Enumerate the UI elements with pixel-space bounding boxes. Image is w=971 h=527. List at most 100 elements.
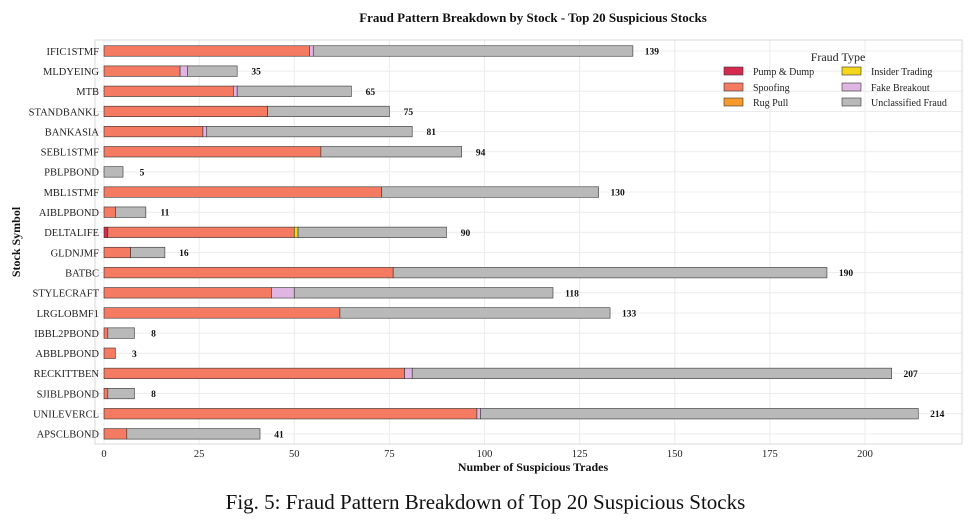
x-tick-label: 100 [477,449,493,460]
total-label-standbankl: 75 [404,108,414,118]
y-tick-label: RECKITTBEN [34,369,100,380]
bar-segment-unclassified-fraud-ific1stmf [312,45,634,57]
total-label-bankasia: 81 [426,128,436,138]
y-tick-label: ABBLPBOND [35,349,99,360]
x-tick-label: 50 [289,449,300,460]
bar-segment-unclassified-fraud-ibbl2pbond [107,327,135,339]
chart-title: Fraud Pattern Breakdown by Stock - Top 2… [359,10,707,25]
bar-segment-spoofing-ific1stmf [103,45,310,57]
x-tick-label: 200 [857,449,873,460]
legend-label-insider-trading: Insider Trading [871,67,932,78]
bar-segment-unclassified-fraud-reckittben [411,367,892,379]
y-tick-label: BANKASIA [45,127,100,138]
total-label-ific1stmf: 139 [645,48,660,58]
x-tick-label: 175 [762,449,778,460]
figure-caption: Fig. 5: Fraud Pattern Breakdown of Top 2… [225,490,746,514]
total-labels-group: 139 35 65 75 81 94 5 130 11 90 16 190 118 133 8 3 207 8 21… [132,48,945,441]
legend-label-fake-breakout: Fake Breakout [871,83,930,94]
total-label-reckittben: 207 [904,370,919,380]
x-tick-label: 0 [101,449,106,460]
y-tick-label: SEBL1STMF [41,148,100,159]
bar-segment-spoofing-abblpbond [103,347,116,359]
bar-segment-unclassified-fraud-sebl1stmf [320,146,462,158]
bar-segment-spoofing-sebl1stmf [103,146,322,158]
total-label-stylecraft: 118 [565,289,579,299]
bar-segment-pump-dump-deltalife [103,226,109,238]
y-tick-label: GLDNJMF [51,248,100,259]
bar-segment-spoofing-reckittben [103,367,405,379]
y-tick-label: UNILEVERCL [33,410,99,421]
bar-segment-spoofing-unilevercl [103,408,478,420]
legend-label-unclassified-fraud: Unclassified Fraud [871,98,947,109]
bar-segment-unclassified-fraud-pblpbond [103,166,124,178]
x-tick-label: 150 [667,449,683,460]
total-label-mldyeing: 35 [251,68,261,78]
bar-segment-unclassified-fraud-aiblpbond [115,206,147,218]
y-tick-label: MBL1STMF [44,188,100,199]
bar-segment-unclassified-fraud-mtb [236,85,352,97]
y-tick-label: STANDBANKL [29,107,99,118]
legend: Fraud Type Pump & Dump Spoofing Rug Pull In… [723,50,947,109]
y-tick-label: LRGLOBMF1 [37,309,99,320]
y-tick-label: IFIC1STMF [46,47,99,58]
bar-segment-spoofing-gldnjmf [103,246,131,259]
bar-segment-fake-breakout-unilevercl [476,408,481,420]
legend-title: Fraud Type [811,50,866,64]
x-axis-tick-labels: 0 25 50 75 100 125 150 175 200 [101,449,873,460]
y-tick-label: MTB [76,87,99,98]
x-tick-label: 75 [384,449,395,460]
y-tick-label: DELTALIFE [44,228,99,239]
y-tick-label: MLDYEING [43,67,99,78]
bar-segment-spoofing-aiblpbond [103,206,116,218]
bar-segment-unclassified-fraud-stylecraft [293,287,554,299]
bar-segment-fake-breakout-reckittben [404,367,413,379]
y-tick-label: APSCLBOND [37,430,100,441]
y-axis-label: Stock Symbol [9,206,23,277]
total-label-sjiblpbond: 8 [151,390,156,400]
bar-segment-unclassified-fraud-mldyeing [187,65,238,77]
legend-swatch-insider-trading [841,66,862,76]
bar-segment-unclassified-fraud-bankasia [206,126,413,138]
bar-segment-fake-breakout-stylecraft [271,287,295,299]
bar-segment-unclassified-fraud-batbc [392,267,828,279]
bar-segment-spoofing-batbc [103,267,394,279]
bar-segment-spoofing-sjiblpbond [103,387,109,400]
total-label-abblpbond: 3 [132,350,137,360]
bar-segment-fake-breakout-bankasia [202,126,208,138]
legend-items: Pump & Dump Spoofing Rug Pull Insider Tradi… [723,66,947,109]
bar-segment-insider-trading-deltalife [293,226,299,238]
bars-group [103,45,919,440]
total-label-mbl1stmf: 130 [611,189,626,199]
bar-segment-fake-breakout-ific1stmf [309,45,314,57]
legend-swatch-rug-pull [723,97,744,107]
grid-lines [95,40,962,444]
total-label-unilevercl: 214 [930,410,945,420]
total-label-deltalife: 90 [461,229,471,239]
legend-swatch-fake-breakout [841,82,862,92]
bar-segment-fake-breakout-mldyeing [179,65,189,77]
total-label-mtb: 65 [366,88,376,98]
y-tick-label: STYLECRAFT [32,289,99,300]
bar-segment-fake-breakout-mtb [233,85,238,97]
y-tick-label: IBBL2PBOND [34,329,99,340]
y-tick-label: SJIBLPBOND [37,389,100,400]
x-tick-label: 25 [194,449,205,460]
x-tick-label: 125 [572,449,588,460]
bar-segment-unclassified-fraud-standbankl [267,105,390,117]
bar-segment-unclassified-fraud-unilevercl [480,408,919,420]
y-axis-tick-labels: IFIC1STMF MLDYEING MTB STANDBANKL BANKASIA SE… [29,47,100,441]
total-label-sebl1stmf: 94 [476,148,486,158]
bar-segment-spoofing-mtb [103,85,234,97]
legend-swatch-pump-dump [723,66,744,76]
plot-area-frame [94,39,963,445]
bar-segment-spoofing-deltalife [107,226,295,238]
bar-segment-unclassified-fraud-apsclbond [126,428,261,440]
bar-segment-spoofing-apsclbond [103,428,128,440]
legend-label-rug-pull: Rug Pull [753,98,789,109]
y-tick-label: PBLPBOND [44,168,99,179]
bar-segment-spoofing-standbankl [103,105,268,117]
bar-segment-unclassified-fraud-gldnjmf [130,246,166,259]
bar-segment-spoofing-mldyeing [103,65,181,77]
total-label-apsclbond: 41 [274,430,284,440]
